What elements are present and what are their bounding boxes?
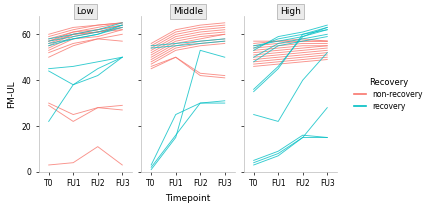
X-axis label: Timepoint: Timepoint [165, 194, 211, 203]
Legend: non-recovery, recovery: non-recovery, recovery [350, 74, 426, 115]
Title: High: High [280, 7, 301, 16]
Title: Low: Low [77, 7, 94, 16]
Title: Middle: Middle [173, 7, 203, 16]
Y-axis label: FM-UL: FM-UL [7, 80, 16, 108]
